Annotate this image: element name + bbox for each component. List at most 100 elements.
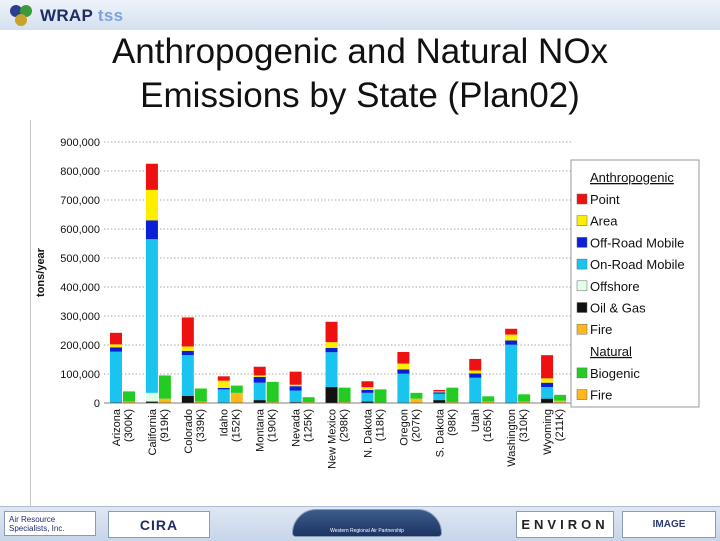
category-total-label: (165K) (482, 409, 494, 442)
bar-offroad (289, 386, 302, 391)
bar-natfire (482, 401, 495, 403)
y-tick-label: 700,000 (60, 195, 100, 207)
bar-point (110, 332, 122, 345)
legend-swatch-fire (576, 323, 588, 335)
bar-onroad (505, 344, 518, 403)
bar-onroad (361, 392, 374, 402)
bar-natfire (158, 398, 171, 403)
category-total-label: (298K) (339, 409, 351, 442)
bar-onroad (110, 351, 122, 403)
bar-area (361, 387, 374, 390)
bar-point (361, 381, 374, 388)
bar-offshore (145, 392, 158, 402)
category-total-label: (190K) (267, 409, 279, 442)
bar-biogenic (194, 388, 207, 402)
bar-oilgas (289, 402, 302, 403)
bar-point (541, 355, 554, 379)
bar-natfire (446, 402, 459, 403)
legend-swatch-natfire (576, 389, 588, 400)
bar-offroad (397, 369, 410, 374)
bar-natfire (338, 402, 351, 403)
bar-biogenic (338, 387, 351, 403)
bar-biogenic (446, 387, 459, 403)
bar-oilgas (325, 387, 338, 403)
legend-label-oilgas: Oil & Gas (590, 301, 646, 316)
bar-offroad (541, 382, 554, 388)
bar-offroad (469, 373, 482, 378)
bar-onroad (325, 352, 338, 388)
bar-onroad (433, 393, 446, 401)
logo-cira: CIRA (108, 511, 210, 538)
bar-point (505, 328, 518, 335)
category-label: Idaho (219, 409, 231, 437)
bar-offroad (361, 389, 374, 393)
bar-biogenic (410, 392, 423, 399)
category-total-label: (207K) (410, 409, 422, 442)
bar-offroad (325, 347, 338, 353)
legend-swatch-offshore (576, 280, 588, 292)
y-tick-label: 200,000 (60, 340, 100, 352)
category-label: Washington (506, 409, 518, 467)
title-line-1: Anthropogenic and Natural NOx (111, 32, 609, 71)
bar-natfire (518, 401, 531, 403)
legend-label-offshore: Offshore (590, 279, 640, 294)
wrap-logo: WRAP tss (40, 6, 123, 26)
bar-oilgas (145, 401, 158, 403)
bar-offroad (217, 387, 230, 390)
bar-natfire (230, 392, 243, 403)
bar-area (505, 334, 518, 341)
bar-offroad (181, 350, 194, 356)
bar-offroad (433, 392, 446, 394)
bar-oilgas (253, 400, 266, 403)
y-tick-label: 400,000 (60, 282, 100, 294)
legend-swatch-biogenic (576, 367, 588, 379)
bar-area (325, 342, 338, 348)
category-label: N. Dakota (362, 408, 374, 458)
legend-swatch-offroad (576, 237, 588, 248)
logo-wrap-partnership: Western Regional Air Partnership (292, 509, 442, 537)
y-axis-label: tons/year (35, 247, 47, 297)
bar-biogenic (482, 396, 495, 402)
y-tick-label: 300,000 (60, 311, 100, 323)
bar-area (145, 189, 158, 221)
bar-natfire (302, 402, 315, 403)
y-tick-label: 100,000 (60, 369, 100, 381)
legend-group-title: Anthropogenic (590, 170, 674, 185)
title-line-2: Emissions by State (Plan02) (140, 76, 580, 115)
category-label: New Mexico (327, 409, 339, 469)
bar-oilgas (541, 398, 554, 403)
category-label: Nevada (291, 408, 303, 447)
legend-label-area: Area (590, 214, 618, 229)
bar-area (110, 344, 122, 348)
bar-natfire (410, 398, 423, 403)
bar-area (397, 363, 410, 370)
bar-offroad (253, 376, 266, 383)
category-label: Montana (255, 408, 267, 452)
logo-air-resource-specialists: Air Resource Specialists, Inc. (4, 511, 96, 536)
category-label: Arizona (111, 408, 123, 446)
bar-area (253, 375, 266, 377)
bar-point (145, 163, 158, 190)
bar-onroad (181, 355, 194, 396)
category-total-label: (125K) (303, 409, 315, 442)
chart-frame: 0 100,000 200,000 300,000 400,000 500,000 600,… (30, 120, 705, 506)
category-label: Colorado (183, 409, 195, 454)
legend-label-onroad: On-Road Mobile (590, 257, 685, 272)
legend-label-natfire: Fire (590, 388, 612, 403)
category-label: S. Dakota (434, 408, 446, 457)
logo-image: IMAGE (622, 511, 716, 538)
bar-area (469, 370, 482, 374)
legend-label-offroad: Off-Road Mobile (590, 235, 684, 250)
bar-biogenic (266, 381, 279, 403)
bar-biogenic (158, 375, 171, 399)
category-total-label: (300K) (123, 409, 135, 442)
bar-biogenic (302, 397, 315, 403)
category-total-label: (211K) (554, 409, 566, 441)
bar-onroad (145, 239, 158, 393)
y-tick-label: 600,000 (60, 224, 100, 236)
slide-title: Anthropogenic and Natural NOx Emissions … (30, 30, 690, 118)
logo-text: WRAP (40, 6, 93, 25)
y-tick-label: 0 (94, 398, 100, 410)
bar-oilgas (181, 395, 194, 403)
y-tick-label: 900,000 (60, 137, 100, 149)
